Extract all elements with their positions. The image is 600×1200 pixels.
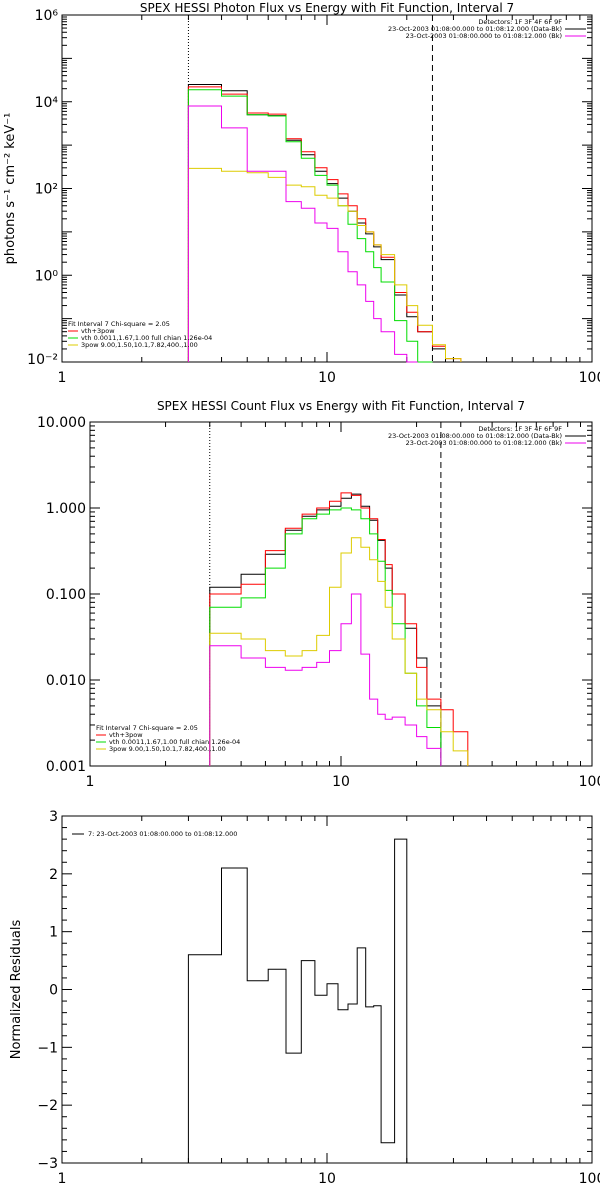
legend-title: Fit Interval 7 Chi-square = 2.05 <box>68 320 170 328</box>
y-tick-label: 10⁴ <box>35 95 59 111</box>
x-tick-label: 10 <box>318 1171 336 1187</box>
y-tick-label: 2 <box>49 867 58 883</box>
legend-entry: 7: 23-Oct-2003 01:08:00.000 to 01:08:12.… <box>88 830 237 838</box>
info-line: 23-Oct-2003 01:08:00.000 to 01:08:12.000… <box>406 32 562 40</box>
legend-entry: vth 0.0011,1.67,1.00 full chian 1.26e-04 <box>81 334 212 342</box>
series-vth <box>187 89 433 363</box>
info-line: 23-Oct-2003 01:08:00.000 to 01:08:12.000… <box>388 432 562 440</box>
legend-entry: 3pow 9.00,1.50,10.1,7.82,400.,1.00 <box>81 341 198 349</box>
legend-entry: 3pow 9.00,1.50,10.1,7.82,400.,1.00 <box>109 745 226 753</box>
info-line: Detectors: 1F 3F 4F 6F 9F <box>478 425 562 433</box>
x-tick-label: 100 <box>579 1171 600 1187</box>
y-axis-label: Normalized Residuals <box>9 920 24 1060</box>
chart-title: SPEX HESSI Count Flux vs Energy with Fit… <box>157 399 525 413</box>
y-tick-label: 0 <box>49 983 58 999</box>
y-tick-label: 10⁻² <box>27 352 58 368</box>
x-tick-label: 1 <box>58 370 67 386</box>
y-tick-label: 0.001 <box>46 759 86 775</box>
chart-title: SPEX HESSI Photon Flux vs Energy with Fi… <box>140 1 514 15</box>
y-tick-label: 10⁶ <box>35 8 59 24</box>
series-vth-3pow <box>209 492 469 766</box>
y-tick-label: 1.000 <box>46 501 86 517</box>
legend-entry: vth+3pow <box>109 731 143 739</box>
y-tick-label: 10.000 <box>37 415 86 431</box>
legend-title: Fit Interval 7 Chi-square = 2.05 <box>96 724 198 732</box>
series-data-bk <box>209 493 442 766</box>
series-bk <box>187 105 418 363</box>
panel-2 <box>89 421 593 767</box>
x-tick-label: 100 <box>579 370 600 386</box>
x-tick-label: 1 <box>58 1171 67 1187</box>
plot-frame <box>89 421 593 767</box>
y-tick-label: 10² <box>35 182 58 198</box>
y-tick-label: 1 <box>49 925 58 941</box>
info-line: Detectors: 1F 3F 4F 6F 9F <box>478 18 562 26</box>
y-tick-label: −2 <box>37 1098 58 1114</box>
x-tick-label: 10 <box>318 370 336 386</box>
series-vth <box>209 507 442 766</box>
y-tick-label: 0.100 <box>46 587 86 603</box>
series-bk <box>209 593 442 766</box>
y-tick-label: −1 <box>37 1040 58 1056</box>
info-line: 23-Oct-2003 01:08:00.000 to 01:08:12.000… <box>406 439 562 447</box>
y-tick-label: 0.010 <box>46 673 86 689</box>
x-tick-label: 1 <box>86 774 95 790</box>
y-tick-label: −3 <box>37 1156 58 1172</box>
legend-entry: vth+3pow <box>81 327 115 335</box>
info-line: 23-Oct-2003 01:08:00.000 to 01:08:12.000… <box>388 25 562 33</box>
panel-3 <box>61 815 593 1164</box>
y-axis-label: photons s⁻¹ cm⁻² keV⁻¹ <box>3 113 18 265</box>
plot-frame <box>61 14 593 363</box>
series-7-23-oct-2003-01-08-00-000-to-01-08-12-000 <box>187 838 408 1163</box>
legend-entry: vth 0.0011,1.67,1.00 full chian 1.26e-04 <box>109 738 240 746</box>
series-3pow <box>187 167 462 362</box>
x-tick-label: 100 <box>579 774 600 790</box>
x-tick-label: 10 <box>332 774 350 790</box>
y-tick-label: 3 <box>49 809 58 825</box>
series-3pow <box>209 537 469 766</box>
y-tick-label: 10⁰ <box>35 268 59 284</box>
panel-1 <box>61 14 593 363</box>
